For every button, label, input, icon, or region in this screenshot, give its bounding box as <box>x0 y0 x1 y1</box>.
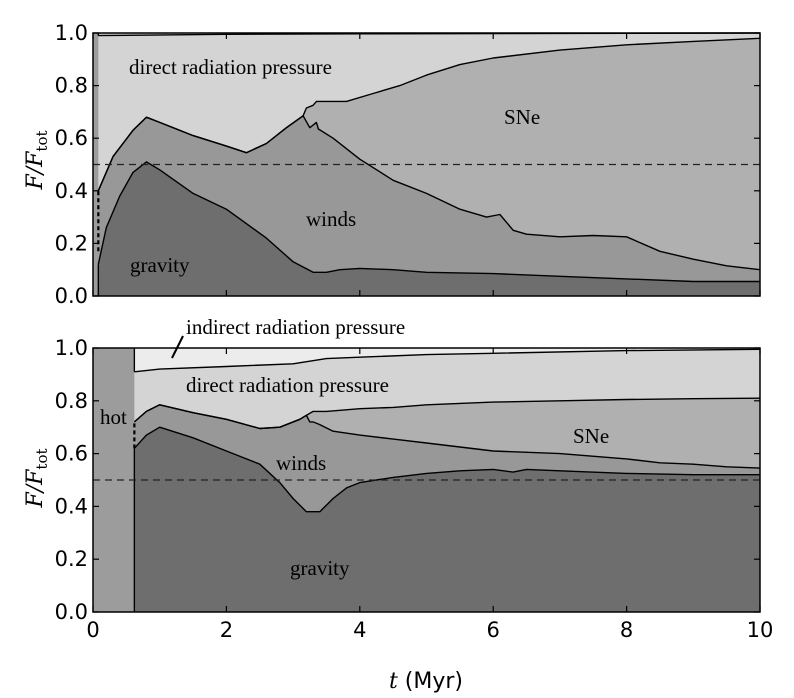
top-axis-ticks: 0.0 0.2 0.4 0.6 0.8 1.0 <box>55 21 761 308</box>
x-tick-label: 0 <box>86 618 99 642</box>
x-axis-label-var: t <box>389 669 398 694</box>
x-tick-label: 10 <box>747 618 774 642</box>
x-axis-label: t (Myr) <box>389 669 463 694</box>
label-direct-radiation-bottom: direct radiation pressure <box>186 373 389 397</box>
line-sne-top <box>133 397 761 430</box>
y-tick-label: 0.8 <box>55 74 88 98</box>
label-winds-bottom: winds <box>276 451 326 475</box>
bottom-plot-frame <box>92 347 761 613</box>
line-gravity-top <box>97 161 760 283</box>
bottom-y-axis-label: F/Ftot <box>23 448 51 508</box>
top-y-axis-label-sub: tot <box>33 130 51 151</box>
bottom-panel: 0 2 4 6 8 10 0.0 0.2 0.4 0.6 0.8 1.0 indirect radia… <box>23 315 773 694</box>
line-direct-top <box>134 348 761 373</box>
y-tick-label: 0.2 <box>55 231 88 255</box>
line-gravity-top <box>133 426 760 513</box>
area-gravity <box>134 427 760 612</box>
top-plot-frame <box>92 32 761 297</box>
label-indirect-radiation-bottom: indirect radiation pressure <box>186 315 405 339</box>
x-tick-label: 6 <box>487 618 500 642</box>
label-sne-top: SNe <box>504 105 540 129</box>
x-axis-label-unit: (Myr) <box>398 669 463 694</box>
bottom-y-axis-label-sub: tot <box>33 448 51 469</box>
label-direct-radiation-top: direct radiation pressure <box>129 55 332 79</box>
bottom-boundary-lines <box>93 348 761 612</box>
x-tick-label: 8 <box>620 618 633 642</box>
x-tick-label: 2 <box>220 618 233 642</box>
y-tick-label: 0.4 <box>55 494 88 518</box>
label-hot-bottom: hot <box>100 405 127 429</box>
label-winds-top: winds <box>306 207 356 231</box>
label-gravity-bottom: gravity <box>290 556 350 580</box>
y-tick-label: 0.2 <box>55 547 88 571</box>
top-panel: 0.0 0.2 0.4 0.6 0.8 1.0 direct radiation pres… <box>23 21 761 308</box>
indirect-radiation-pointer <box>171 335 184 359</box>
y-tick-label: 0.0 <box>55 284 88 308</box>
bottom-axis-ticks: 0 2 4 6 8 10 0.0 0.2 0.4 0.6 0.8 1.0 <box>55 336 774 642</box>
y-tick-label: 1.0 <box>55 21 88 45</box>
x-tick-label: 4 <box>353 618 366 642</box>
top-y-axis-label-main: F/F <box>23 151 48 191</box>
y-tick-label: 1.0 <box>55 336 88 360</box>
line-sne-top <box>97 37 761 192</box>
y-tick-label: 0.6 <box>55 442 88 466</box>
y-tick-label: 0.0 <box>55 600 88 624</box>
top-y-axis-label: F/Ftot <box>23 130 51 190</box>
label-sne-bottom: SNe <box>573 424 609 448</box>
bottom-y-axis-label-main: F/F <box>23 469 48 509</box>
y-tick-label: 0.6 <box>55 126 88 150</box>
area-gravity <box>98 161 761 296</box>
y-tick-label: 0.4 <box>55 179 88 203</box>
y-tick-label: 0.8 <box>55 389 88 413</box>
label-gravity-top: gravity <box>130 253 190 277</box>
